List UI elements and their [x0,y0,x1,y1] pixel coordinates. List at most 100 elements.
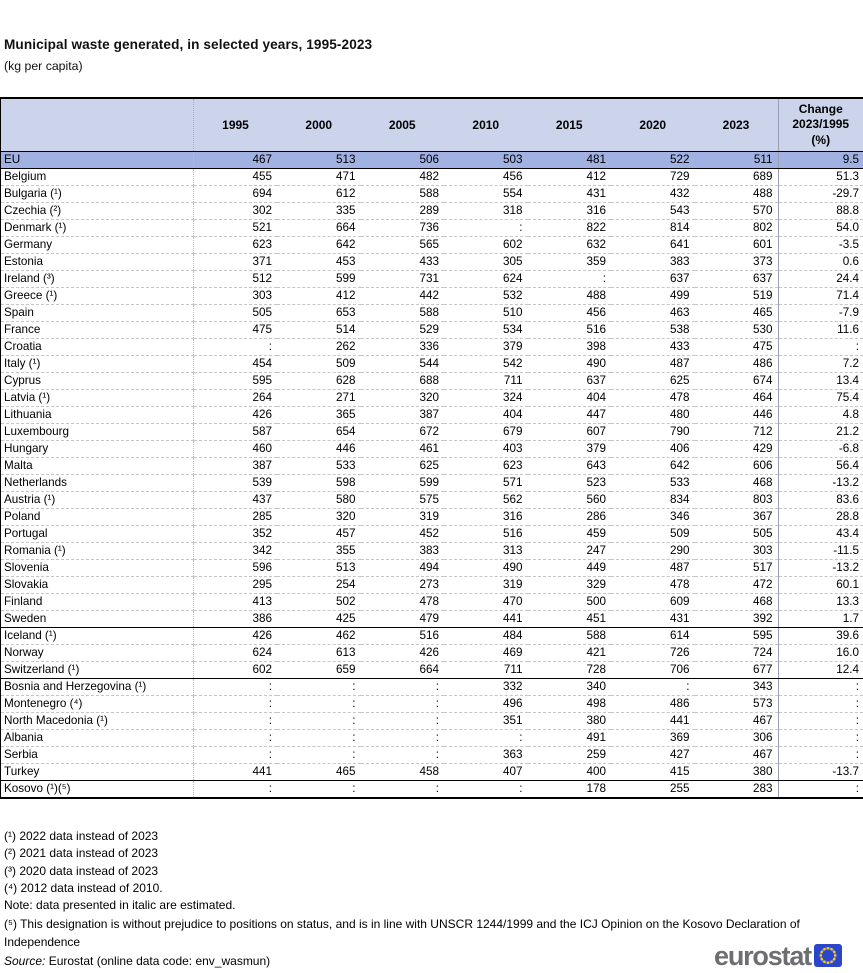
country-cell: Switzerland (¹) [0,661,194,679]
value-cell: 305 [444,253,528,271]
value-cell: : [193,729,277,747]
table-row: Romania (¹) 342 355 383 313 247 290 303 -11.5 [0,542,863,560]
country-cell: Slovakia [0,576,194,594]
value-cell: 544 [360,355,444,373]
value-cell: : [277,780,361,798]
value-cell: 273 [360,576,444,594]
footnote-1: (¹) 2022 data instead of 2023 [4,829,159,843]
table-row: Germany 623 642 565 602 632 641 601 -3.5 [0,236,863,254]
value-cell: 319 [444,576,528,594]
value-cell: 380 [527,712,611,730]
value-cell: 614 [611,627,695,645]
country-cell: Belgium [0,168,194,186]
value-cell: 400 [527,763,611,781]
table-row: Slovenia 596 513 494 490 449 487 517 -13.2 [0,559,863,577]
change-cell: 56.4 [777,457,863,475]
value-cell: 412 [277,287,361,305]
value-cell: 513 [277,150,361,169]
change-cell: 16.0 [777,644,863,662]
value-cell: 606 [694,457,778,475]
value-cell: 295 [193,576,277,594]
country-cell: Spain [0,304,194,322]
country-cell: Sweden [0,610,194,628]
value-cell: 431 [527,185,611,203]
table-row: EU 467 513 506 503 481 522 511 9.5 [0,150,863,169]
value-cell: 464 [694,389,778,407]
change-cell: : [777,695,863,713]
value-cell: 427 [611,746,695,764]
page-title: Municipal waste generated, in selected y… [4,37,373,52]
value-cell: 465 [277,763,361,781]
value-cell: 560 [527,491,611,509]
value-cell: 383 [611,253,695,271]
value-cell: 316 [527,202,611,220]
value-cell: 694 [193,185,277,203]
table-row: Austria (¹) 437 580 575 562 560 834 803 83.6 [0,491,863,509]
value-cell: 506 [360,150,444,169]
value-cell: 588 [360,185,444,203]
value-cell: 320 [277,508,361,526]
value-cell: 480 [611,406,695,424]
value-cell: 468 [694,593,778,611]
change-header-line: Change [798,101,843,116]
table-row: Bosnia and Herzegovina (¹):::332 340:343: [0,678,863,696]
country-cell: Austria (¹) [0,491,194,509]
value-cell: 642 [277,236,361,254]
value-cell: : [360,712,444,730]
country-cell: Malta [0,457,194,475]
value-cell: 421 [527,644,611,662]
value-cell: 316 [444,508,528,526]
country-cell: Croatia [0,338,194,356]
change-cell: 28.8 [777,508,863,526]
value-cell: 406 [611,440,695,458]
value-cell: : [277,678,361,696]
value-cell: 624 [444,270,528,288]
value-cell: 642 [611,457,695,475]
table-row: Switzerland (¹) 602 659 664 711 728 706 677 12.4 [0,661,863,679]
table-row: Turkey 441 465 458 407 400 415 380 -13.7 [0,763,863,781]
value-cell: : [193,712,277,730]
value-cell: : [611,678,695,696]
value-cell: 523 [527,474,611,492]
value-cell: 664 [360,661,444,679]
value-cell: : [360,695,444,713]
value-cell: : [527,270,611,288]
change-cell: 21.2 [777,423,863,441]
value-cell: 306 [694,729,778,747]
change-cell: 39.6 [777,627,863,645]
value-cell: 580 [277,491,361,509]
value-cell: 499 [611,287,695,305]
country-cell: Turkey [0,763,194,781]
value-cell: 588 [360,304,444,322]
country-cell: Estonia [0,253,194,271]
value-cell: : [193,678,277,696]
table-row: Lithuania 426 365 387 404 447 480 446 4.8 [0,406,863,424]
value-cell: 380 [694,763,778,781]
value-cell: 490 [527,355,611,373]
value-cell: 505 [694,525,778,543]
value-cell: 487 [611,355,695,373]
value-cell: 514 [277,321,361,339]
value-cell: 302 [193,202,277,220]
value-cell: 259 [527,746,611,764]
value-cell: 612 [277,185,361,203]
change-cell: : [777,746,863,764]
table-row: Latvia (¹) 264 271 320 324 404 478 464 75.4 [0,389,863,407]
country-cell: Bulgaria (¹) [0,185,194,203]
value-cell: 724 [694,644,778,662]
value-cell: 472 [694,576,778,594]
change-cell: -6.8 [777,440,863,458]
value-cell: 446 [694,406,778,424]
value-cell: 254 [277,576,361,594]
table-row: France 475 514 529 534 516 538 530 11.6 [0,321,863,339]
change-cell: 54.0 [777,219,863,237]
country-cell: Germany [0,236,194,254]
value-cell: 643 [527,457,611,475]
value-cell: 570 [694,202,778,220]
value-cell: 441 [444,610,528,628]
value-cell: 486 [694,355,778,373]
value-cell: 599 [360,474,444,492]
country-cell: Czechia (²) [0,202,194,220]
value-cell: 289 [360,202,444,220]
value-cell: 530 [694,321,778,339]
